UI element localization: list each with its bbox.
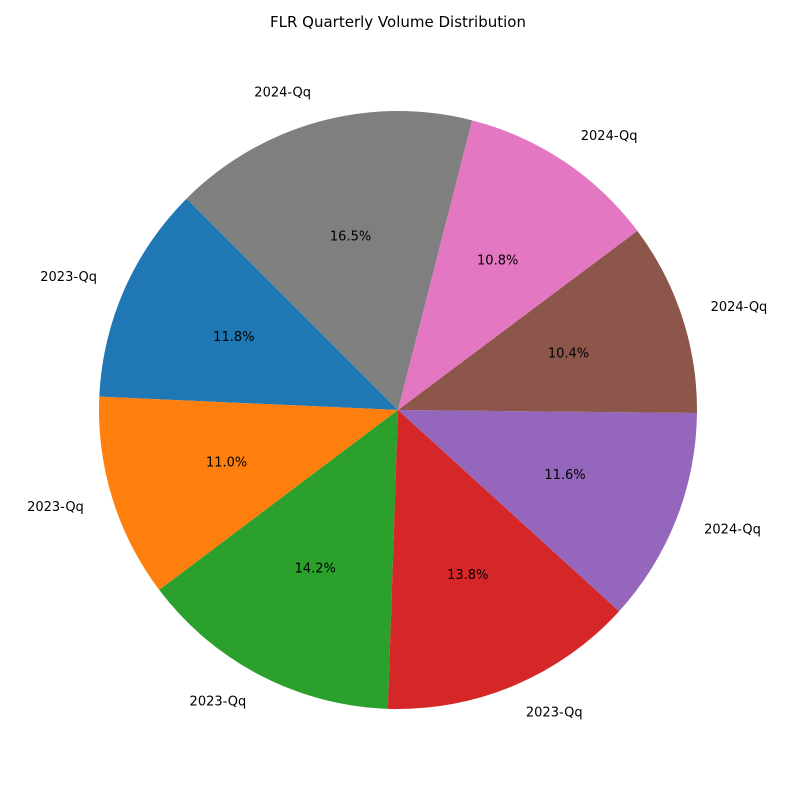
slice-percent-label: 13.8% [447, 568, 488, 583]
slice-category-label: 2023-Qq [190, 694, 247, 709]
slice-percent-label: 16.5% [330, 229, 371, 244]
pie-slice [99, 396, 398, 590]
pie-slice [159, 410, 398, 709]
slice-category-label: 2023-Qq [27, 500, 84, 515]
slice-percent-label: 14.2% [295, 562, 336, 577]
chart-title: FLR Quarterly Volume Distribution [270, 13, 526, 31]
slice-category-label: 2023-Qq [526, 706, 583, 721]
pie-labels: 11.8% 2023-Qq 11.0% 2023-Qq 14.2% 2023-Qq 13.8… [27, 85, 767, 720]
slice-category-label: 2024-Qq [704, 523, 761, 538]
slice-category-label: 2024-Qq [711, 300, 768, 315]
slice-category-label: 2024-Qq [254, 85, 311, 100]
pie-slice [186, 111, 473, 410]
slice-category-label: 2023-Qq [40, 270, 97, 285]
pie-slice [398, 410, 697, 612]
slice-percent-label: 11.6% [544, 468, 585, 483]
pie-slice [398, 120, 638, 410]
pie-slices [99, 111, 697, 710]
slice-percent-label: 10.4% [548, 347, 589, 362]
slice-category-label: 2024-Qq [581, 129, 638, 144]
slice-percent-label: 11.8% [213, 330, 254, 345]
slice-percent-label: 11.0% [206, 456, 247, 471]
pie-slice [99, 198, 399, 410]
slice-percent-label: 10.8% [477, 253, 518, 268]
pie-slice [387, 410, 620, 710]
pie-slice [398, 230, 697, 414]
